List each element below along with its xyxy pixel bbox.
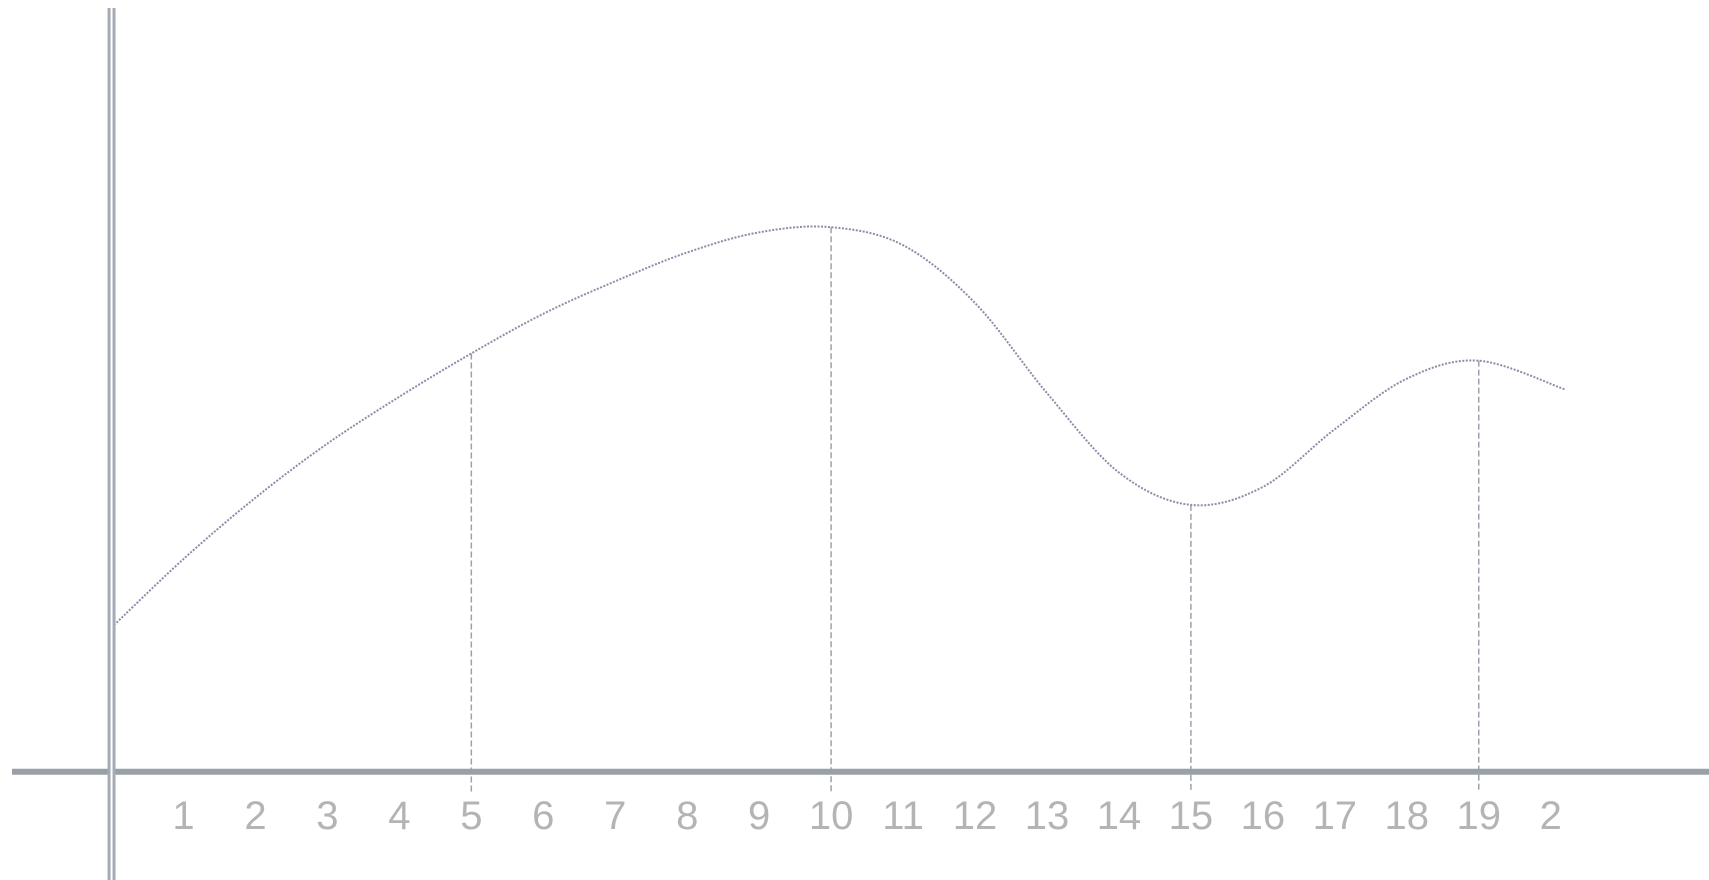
guide-lines — [471, 227, 1478, 792]
x-tick-label: 19 — [1456, 794, 1501, 838]
series-layer — [112, 226, 1566, 627]
x-tick-label: 2 — [1540, 794, 1562, 838]
x-tick-label: 12 — [953, 794, 998, 838]
x-tick-label: 4 — [388, 794, 410, 838]
x-tick-labels: 1 2 3 4 5 6 7 8 9 10 11 12 13 14 15 16 17 18 19 2 — [172, 794, 1561, 838]
x-tick-label: 5 — [460, 794, 482, 838]
x-tick-label: 9 — [748, 794, 770, 838]
x-tick-label: 3 — [316, 794, 338, 838]
series-line — [112, 226, 1566, 627]
x-tick-label: 15 — [1169, 794, 1214, 838]
x-tick-label: 6 — [532, 794, 554, 838]
x-tick-label: 14 — [1097, 794, 1142, 838]
x-tick-label: 18 — [1385, 794, 1430, 838]
x-tick-label: 7 — [604, 794, 626, 838]
x-tick-label: 8 — [676, 794, 698, 838]
x-tick-label: 17 — [1313, 794, 1358, 838]
x-tick-label: 16 — [1241, 794, 1286, 838]
x-tick-label: 10 — [809, 794, 854, 838]
x-tick-label: 2 — [244, 794, 266, 838]
x-tick-label: 13 — [1025, 794, 1070, 838]
x-tick-label: 1 — [172, 794, 194, 838]
x-tick-label: 11 — [882, 794, 924, 838]
axes — [12, 8, 1709, 880]
